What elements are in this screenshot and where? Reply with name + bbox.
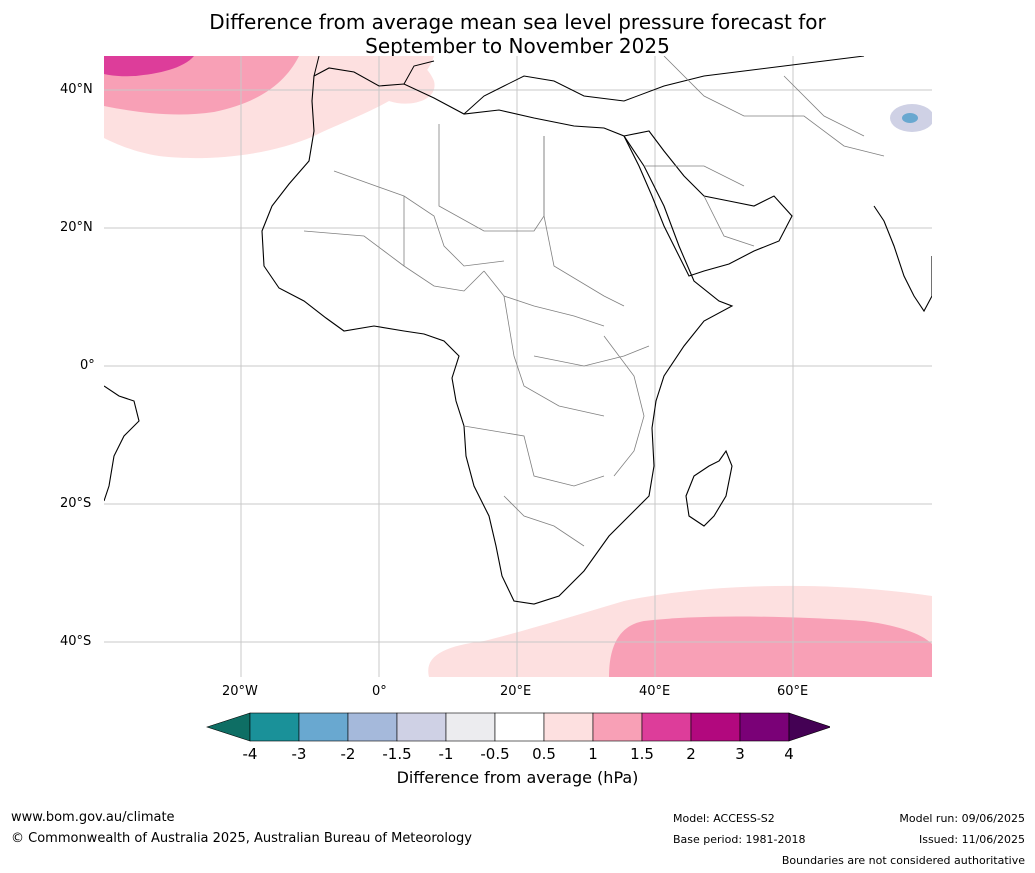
colorbar-segment: [739, 712, 790, 742]
footer-disclaimer: Boundaries are not considered authoritat…: [781, 854, 1025, 867]
lon-label-60e: 60°E: [777, 684, 809, 699]
lon-label-20e: 20°E: [500, 684, 532, 699]
colorbar-tick-label: -0.5: [480, 745, 510, 763]
lat-label-20n: 20°N: [60, 220, 93, 235]
lat-label-40s: 40°S: [60, 634, 92, 649]
colorbar-tick-label: 1: [588, 745, 598, 763]
colorbar-segment: [298, 712, 349, 742]
colorbar-tick-label: -2: [340, 745, 356, 763]
colorbar-tick-label: 4: [784, 745, 794, 763]
map-title-line2: September to November 2025: [365, 34, 670, 58]
colorbar-segment: [543, 712, 594, 742]
footer-issued: Issued: 11/06/2025: [918, 833, 1025, 846]
lat-label-20s: 20°S: [60, 496, 92, 511]
colorbar-segment: [690, 712, 741, 742]
anomaly-southern-ocean-1: [609, 616, 932, 677]
colorbar: [206, 712, 830, 742]
anomaly-mediterranean: [370, 57, 435, 104]
colorbar-tick-label: 0.5: [532, 745, 556, 763]
europe-coast: [313, 56, 865, 115]
country-borders: [303, 56, 885, 547]
south-america-coast: [104, 385, 140, 502]
lon-label-20w: 20°W: [222, 684, 258, 699]
colorbar-tick-label: 2: [686, 745, 696, 763]
colorbar-segment: [592, 712, 643, 742]
footer-copyright: © Commonwealth of Australia 2025, Austra…: [11, 831, 472, 846]
arabia-coastline: [623, 130, 793, 277]
lon-label-40e: 40°E: [639, 684, 671, 699]
lat-label-0: 0°: [80, 358, 95, 373]
india-coast: [873, 205, 932, 313]
africa-coastline: [261, 67, 734, 605]
madagascar: [685, 449, 733, 527]
colorbar-tick-label: -3: [291, 745, 307, 763]
colorbar-segment: [249, 712, 300, 742]
lat-label-40n: 40°N: [60, 82, 93, 97]
colorbar-segment: [396, 712, 447, 742]
colorbar-segment: [641, 712, 692, 742]
colorbar-extend-high: [788, 712, 830, 742]
footer-model: Model: ACCESS-S2: [673, 812, 775, 825]
footer-model-run: Model run: 09/06/2025: [899, 812, 1025, 825]
colorbar-tick-label: -4: [242, 745, 258, 763]
lon-label-0: 0°: [372, 684, 387, 699]
map-area: [104, 56, 932, 677]
colorbar-tick-label: 3: [735, 745, 745, 763]
colorbar-label: Difference from average (hPa): [396, 768, 639, 787]
colorbar-tick-label: -1: [438, 745, 454, 763]
footer-base-period: Base period: 1981-2018: [673, 833, 806, 846]
colorbar-segment: [445, 712, 496, 742]
colorbar-segment: [494, 712, 545, 742]
colorbar-tick-label: -1.5: [382, 745, 412, 763]
pressure-anomaly-map: [104, 56, 932, 677]
colorbar-extend-low: [206, 712, 251, 742]
map-title-line1: Difference from average mean sea level p…: [209, 10, 826, 34]
anomaly-north-atlantic-1.5: [104, 56, 194, 77]
colorbar-tick-label: 1.5: [630, 745, 654, 763]
footer-url: www.bom.gov.au/climate: [11, 810, 175, 825]
colorbar-segment: [347, 712, 398, 742]
graticule: [104, 56, 932, 677]
